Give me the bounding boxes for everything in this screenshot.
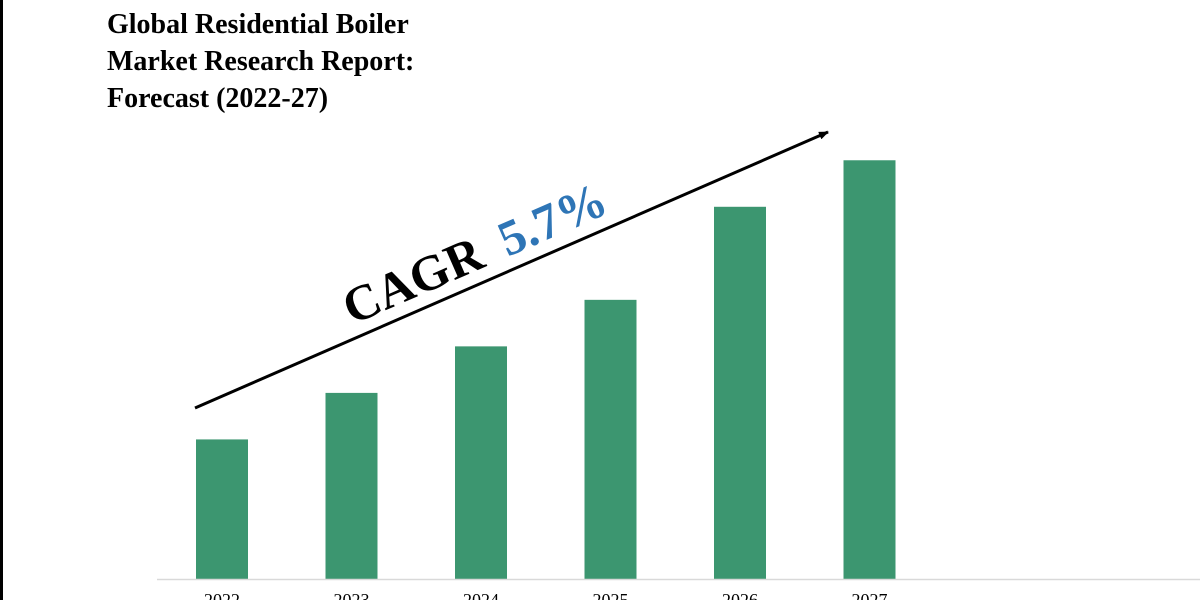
bars-group xyxy=(196,160,896,579)
bar-2023 xyxy=(325,392,378,579)
chart-title-line-3: Forecast (2022-27) xyxy=(107,83,329,114)
cagr-annotation: CAGR 5.7% xyxy=(334,171,615,335)
bar-2025 xyxy=(584,299,637,579)
chart-title-line-1: Global Residential Boiler xyxy=(107,9,409,40)
x-axis-tick-labels: 2022 2023 2024 2025 2026 2027 xyxy=(204,590,888,600)
bar-2027 xyxy=(843,160,896,579)
left-border-rule xyxy=(0,0,3,600)
x-tick-label-2027: 2027 xyxy=(852,590,888,600)
x-tick-label-2022: 2022 xyxy=(204,590,240,600)
chart-title: Global Residential Boiler Market Researc… xyxy=(107,6,527,117)
x-tick-label-2023: 2023 xyxy=(334,590,370,600)
cagr-trend-arrow xyxy=(194,130,829,410)
bar-2022 xyxy=(196,439,248,579)
x-tick-label-2025: 2025 xyxy=(593,590,629,600)
bar-2024 xyxy=(455,346,507,579)
chart-title-line-2: Market Research Report: xyxy=(107,46,415,77)
cagr-label: CAGR xyxy=(334,224,492,335)
x-tick-label-2026: 2026 xyxy=(722,590,758,600)
bar-2026 xyxy=(714,206,766,579)
x-tick-label-2024: 2024 xyxy=(463,590,499,600)
